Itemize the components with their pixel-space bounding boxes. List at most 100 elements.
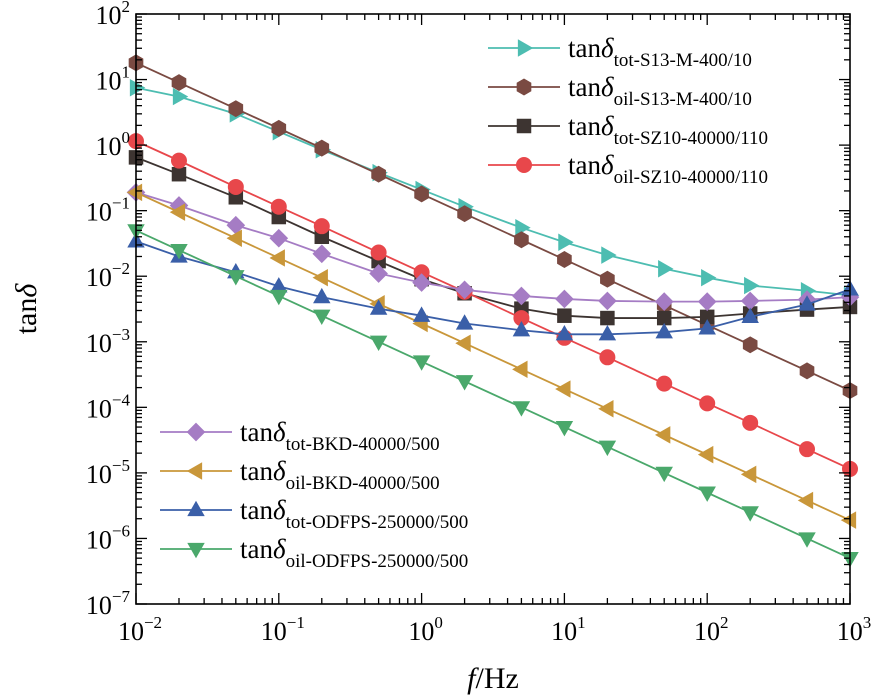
data-point — [455, 334, 471, 352]
data-point — [598, 291, 617, 311]
legend-label-sub: tot-ODFPS-250000/500 — [286, 512, 469, 533]
series-6 — [127, 232, 859, 341]
data-point — [699, 395, 716, 412]
data-point — [171, 74, 187, 92]
legend-entry: tanδtot-BKD-40000/500 — [160, 417, 440, 455]
legend-marker — [516, 157, 532, 173]
legend-marker — [187, 500, 205, 517]
data-point — [697, 292, 717, 311]
data-point — [799, 441, 816, 458]
legend: tanδtot-S13-M-400/10tanδoil-S13-M-400/10… — [160, 33, 768, 572]
data-point — [455, 314, 474, 330]
legend-label-sub: oil-ODFPS-250000/500 — [286, 551, 469, 572]
data-point — [741, 506, 759, 522]
legend-label-sub: oil-SZ10-40000/110 — [614, 167, 768, 188]
data-point — [740, 465, 757, 484]
y-tick-label-exp: −5 — [112, 456, 130, 475]
data-point — [314, 139, 330, 157]
data-point — [270, 289, 288, 306]
data-point — [412, 273, 431, 292]
legend-entry: tanδtot-S13-M-400/10 — [488, 33, 752, 71]
legend-label: tanδtot-S13-M-400/10 — [568, 33, 752, 71]
data-point — [170, 244, 188, 260]
legend-label: tanδtot-ODFPS-250000/500 — [240, 495, 468, 533]
legend-label-base: tan — [568, 111, 601, 141]
data-point — [370, 244, 387, 261]
series-line-4 — [135, 191, 851, 303]
data-point — [270, 198, 287, 215]
data-point — [126, 183, 143, 202]
data-point — [598, 325, 617, 341]
x-tick-label: 10−1 — [261, 613, 305, 646]
data-point — [129, 79, 146, 97]
series-1 — [128, 54, 858, 400]
data-point — [457, 205, 472, 223]
data-point — [555, 289, 574, 309]
data-point — [369, 299, 388, 315]
data-point — [654, 292, 674, 311]
y-tick-label-base: 10 — [86, 394, 112, 423]
data-point — [655, 322, 673, 339]
series-line-3 — [135, 140, 851, 470]
data-point — [514, 231, 529, 249]
legend-marker — [517, 39, 534, 57]
data-point — [269, 228, 289, 248]
legend-label-sub: tot-SZ10-40000/110 — [614, 128, 768, 149]
legend-entry: tanδtot-SZ10-40000/110 — [488, 111, 768, 149]
legend-label-base: tan — [568, 150, 601, 180]
x-axis-label-unit: /Hz — [476, 662, 519, 695]
data-point — [797, 491, 814, 510]
tick-labels: 10−2 10−1 100 101 102 10310210110010−110−210−… — [86, 0, 871, 646]
data-point — [172, 87, 189, 106]
legend-marker — [186, 462, 203, 480]
data-point — [228, 100, 244, 118]
y-tick-label-base: 10 — [86, 198, 112, 227]
series-line-6 — [135, 240, 851, 336]
data-point — [840, 511, 857, 529]
y-tick-label: 10−3 — [86, 325, 130, 358]
y-tick-label-base: 10 — [96, 67, 122, 96]
data-point — [557, 308, 572, 323]
y-tick-label: 10−1 — [86, 194, 130, 227]
data-point — [412, 306, 431, 322]
data-point — [598, 440, 617, 457]
legend-label-sub: tot-S13-M-400/10 — [614, 50, 752, 71]
legend-label-greek: δ — [601, 72, 614, 102]
data-point — [170, 152, 187, 169]
x-tick-label-exp: 0 — [434, 613, 443, 632]
data-point — [169, 203, 186, 221]
data-point — [271, 119, 287, 137]
ticks-layer — [135, 13, 851, 605]
legend-label-base: tan — [240, 495, 273, 525]
x-tick-label: 103 — [837, 613, 872, 646]
legend-label-greek: δ — [273, 534, 286, 564]
y-axis-label-greek: δ — [10, 283, 43, 298]
y-tick-label-exp: −3 — [112, 325, 130, 344]
x-tick-label-exp: 2 — [720, 613, 729, 632]
x-tick-label-base: 10 — [694, 617, 720, 646]
legend-label-greek: δ — [601, 150, 614, 180]
legend-label-greek: δ — [273, 495, 286, 525]
y-tick-label-exp: 1 — [122, 63, 131, 82]
y-tick-label-exp: −4 — [112, 390, 131, 409]
data-point — [654, 426, 671, 444]
x-tick-label-base: 10 — [118, 617, 144, 646]
series-5 — [126, 183, 857, 529]
y-tick-label-exp: −1 — [112, 194, 130, 213]
data-point — [656, 310, 672, 326]
data-point — [226, 229, 242, 247]
data-point — [455, 280, 474, 300]
x-tick-label-base: 10 — [261, 617, 287, 646]
legend-label-greek: δ — [273, 417, 286, 447]
x-tick-label-exp: −2 — [144, 613, 162, 632]
plot-frame — [135, 13, 851, 605]
legend-label: tanδoil-SZ10-40000/110 — [568, 150, 768, 188]
legend-label-base: tan — [240, 417, 273, 447]
legend-label-sub: oil-S13-M-400/10 — [614, 89, 752, 110]
y-tick-label-base: 10 — [86, 525, 112, 554]
legend-label-base: tan — [240, 534, 273, 564]
series-line-5 — [135, 191, 851, 521]
legend-label: tanδtot-SZ10-40000/110 — [568, 111, 768, 149]
series-7 — [127, 224, 859, 568]
y-tick-label: 10−4 — [86, 390, 131, 423]
